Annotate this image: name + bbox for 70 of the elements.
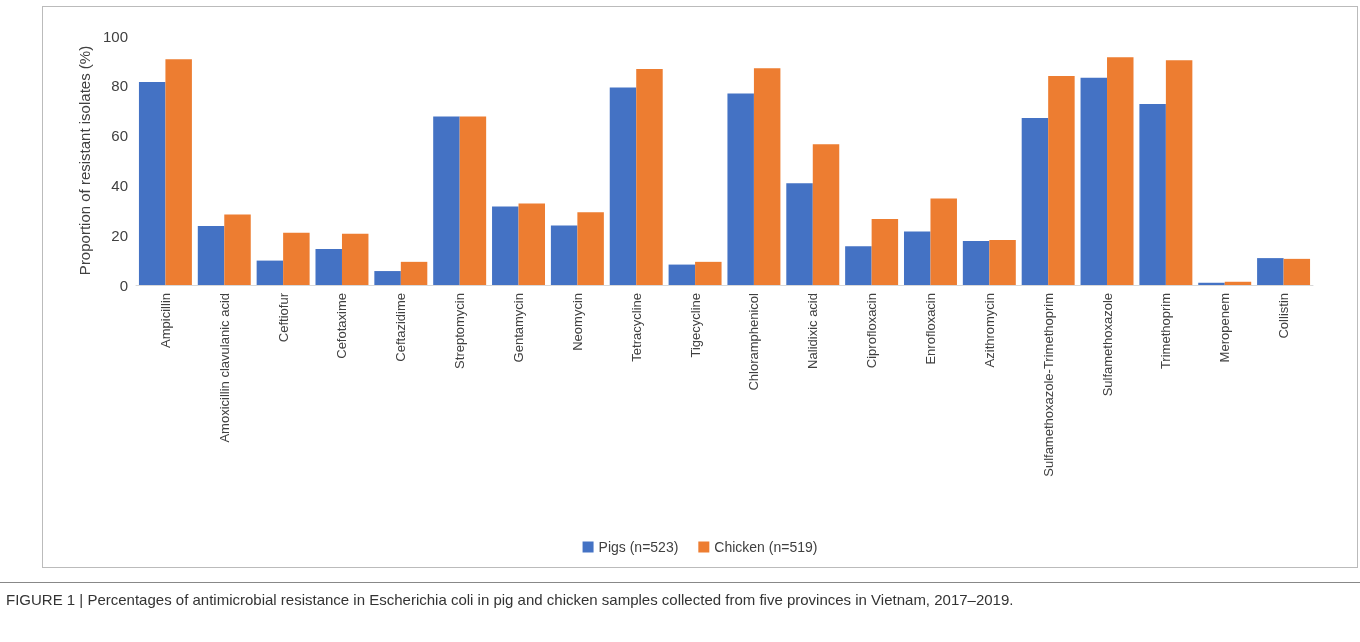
bar (695, 261, 722, 285)
x-tick-label: Trimethoprim (1158, 293, 1174, 370)
x-tick-label: Gentamycin (511, 293, 527, 363)
caption: FIGURE 1 | Percentages of antimicrobial resistance in Escherichia coli in pig and chicken samples collected from five provinces in Vietnam, 2017–2019. (6, 591, 1015, 608)
x-tick-label: Ceftazidime (393, 293, 409, 362)
bar (786, 183, 813, 285)
bar (903, 231, 931, 285)
x-tick-label: Amoxicillin clavulanic acid (216, 293, 232, 443)
x-tick-label: Ciprofloxacin (864, 293, 880, 369)
bar (753, 68, 781, 285)
bar (1224, 281, 1252, 285)
bar (492, 206, 519, 285)
bar (577, 212, 604, 285)
bar (989, 239, 1016, 285)
x-tick-label: Sulfamethoxazole-Trimethoprim (1040, 293, 1056, 477)
x-tick-label: Neomycin (569, 293, 585, 351)
bar (518, 203, 546, 285)
bar (197, 225, 225, 285)
x-tick-label: Enrofloxacin (922, 293, 938, 365)
bar (400, 261, 428, 285)
x-tick-label: Ceftiofur (275, 292, 291, 343)
x-tick-label: Collistin (1276, 293, 1292, 339)
bar (138, 82, 166, 285)
x-tick-label: Tetracycline (628, 293, 644, 362)
bar (609, 87, 637, 285)
bar (165, 59, 192, 285)
bar (727, 93, 754, 285)
bar (374, 271, 401, 285)
x-tick-label: Streptomycin (452, 293, 468, 369)
bar (845, 246, 872, 285)
bar (1139, 103, 1166, 285)
bar (1198, 282, 1225, 285)
x-tick-label: Sulfamethoxazole (1099, 293, 1115, 397)
bar (224, 214, 251, 285)
bar (1021, 117, 1049, 285)
bar (1048, 76, 1075, 285)
y-tick-label: 0 (119, 276, 128, 294)
bar (256, 260, 284, 285)
x-tick-label: Chloramphenicol (746, 292, 762, 391)
x-tick-label: Nalidixic acid (805, 293, 821, 369)
bar (341, 233, 369, 285)
x-tick-label: Tigecycline (687, 293, 703, 358)
y-tick-label: 100 (102, 27, 128, 45)
x-tick-label: Azithromycin (981, 293, 997, 368)
bar (636, 69, 663, 285)
bar (812, 144, 840, 285)
bar (459, 116, 487, 285)
bar (930, 198, 957, 285)
x-tick-label: Ampicillin (157, 293, 173, 348)
bar (433, 116, 460, 285)
x-tick-label: Cefotaxime (334, 293, 350, 359)
y-axis-title: Proportion of resistant isolates (%) (76, 45, 94, 276)
y-tick-label: 80 (111, 77, 128, 95)
bar (550, 225, 578, 285)
y-tick-label: 60 (111, 127, 128, 145)
legend-label: Chicken (n=519) (714, 539, 818, 555)
bar (1165, 60, 1193, 285)
bar (283, 232, 310, 285)
bar (962, 240, 990, 285)
bar (1107, 57, 1134, 285)
bar (668, 264, 696, 285)
legend-label: Pigs (n=523) (598, 539, 679, 555)
x-tick-label: Meropenem (1217, 293, 1233, 363)
bar (871, 219, 899, 285)
bar (1283, 258, 1311, 285)
bar (1080, 77, 1108, 285)
y-tick-label: 20 (111, 226, 128, 244)
bar (315, 248, 342, 285)
bar (1257, 258, 1284, 285)
y-tick-label: 40 (111, 176, 128, 194)
